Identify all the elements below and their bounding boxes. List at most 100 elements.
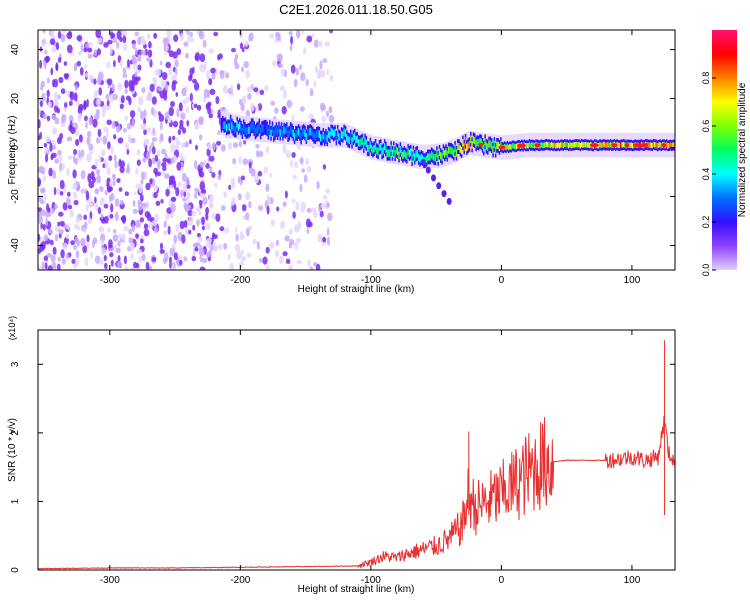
noise-speck xyxy=(168,50,175,58)
noise-speck xyxy=(119,103,124,110)
signal-core xyxy=(659,142,661,148)
noise-speck xyxy=(136,159,141,166)
noise-speck xyxy=(174,59,179,68)
streak-blob xyxy=(420,158,426,166)
signal-core xyxy=(322,131,325,140)
noise-speck xyxy=(284,190,288,199)
signal-core xyxy=(245,127,247,136)
noise-speck xyxy=(99,233,106,243)
noise-speck xyxy=(146,57,151,62)
signal-core xyxy=(279,129,281,137)
noise-speck xyxy=(86,153,92,163)
signal-core xyxy=(342,131,344,139)
noise-speck xyxy=(112,37,118,44)
noise-speck xyxy=(67,204,73,210)
noise-speck xyxy=(104,161,109,169)
noise-speck xyxy=(78,134,83,143)
noise-speck xyxy=(239,42,244,50)
noise-speck xyxy=(277,63,284,69)
noise-speck xyxy=(288,264,293,270)
signal-core xyxy=(390,144,392,153)
noise-speck xyxy=(117,82,123,92)
noise-speck xyxy=(282,251,288,257)
noise-speck xyxy=(113,154,117,162)
noise-speck xyxy=(112,234,119,242)
noise-speck xyxy=(218,53,223,60)
noise-speck xyxy=(169,261,172,269)
noise-speck xyxy=(160,199,164,204)
signal-core xyxy=(620,142,622,148)
noise-speck xyxy=(200,193,206,199)
signal-core xyxy=(496,141,498,149)
noise-speck xyxy=(159,249,165,254)
noise-speck xyxy=(132,200,136,208)
noise-speck xyxy=(230,84,233,91)
noise-speck xyxy=(177,258,181,268)
noise-speck xyxy=(288,31,293,36)
noise-speck xyxy=(149,59,153,68)
signal-core xyxy=(541,142,544,148)
noise-speck xyxy=(301,30,305,35)
signal-core xyxy=(570,142,573,149)
noise-speck xyxy=(99,136,103,142)
noise-speck xyxy=(277,53,283,62)
noise-speck xyxy=(234,244,241,252)
noise-speck xyxy=(88,180,95,189)
signal-core xyxy=(673,142,675,149)
noise-speck xyxy=(52,170,56,179)
noise-speck xyxy=(133,261,138,269)
noise-speck xyxy=(147,91,153,100)
signal-core xyxy=(622,141,625,148)
noise-speck xyxy=(191,103,195,109)
noise-speck xyxy=(75,217,80,223)
noise-speck xyxy=(41,93,46,102)
noise-speck xyxy=(170,101,175,107)
noise-speck xyxy=(39,100,44,108)
noise-speck xyxy=(181,172,187,182)
signal-core xyxy=(369,141,372,149)
noise-speck xyxy=(241,255,247,262)
noise-speck xyxy=(186,184,191,189)
noise-speck xyxy=(112,120,116,130)
noise-speck xyxy=(256,241,260,250)
noise-speck xyxy=(107,227,111,233)
noise-speck xyxy=(138,96,144,106)
noise-speck xyxy=(116,261,122,268)
signal-core xyxy=(444,150,446,158)
noise-speck xyxy=(240,175,246,181)
noise-speck xyxy=(179,220,185,230)
signal-core xyxy=(360,138,362,146)
noise-speck xyxy=(56,107,61,114)
signal-core xyxy=(656,143,659,149)
signal-core xyxy=(672,142,674,148)
noise-speck xyxy=(171,80,178,85)
x-tick-label: 100 xyxy=(624,575,641,586)
noise-speck xyxy=(317,233,323,243)
noise-speck xyxy=(299,183,303,193)
noise-speck xyxy=(241,47,245,53)
noise-speck xyxy=(131,54,136,64)
signal-core xyxy=(291,127,293,135)
signal-core xyxy=(454,144,456,152)
noise-speck xyxy=(195,206,200,213)
noise-speck xyxy=(61,258,66,265)
noise-speck xyxy=(185,106,190,114)
noise-speck xyxy=(76,99,80,107)
noise-speck xyxy=(270,219,275,227)
signal-core xyxy=(601,142,604,148)
noise-speck xyxy=(165,212,170,221)
noise-speck xyxy=(74,62,78,71)
signal-core xyxy=(336,128,339,136)
noise-speck xyxy=(132,208,138,214)
noise-speck xyxy=(68,100,73,107)
noise-speck xyxy=(73,223,78,229)
noise-speck xyxy=(215,96,220,105)
noise-speck xyxy=(137,201,143,211)
noise-speck xyxy=(295,201,300,211)
noise-speck xyxy=(153,191,158,199)
signal-core xyxy=(372,146,374,154)
y-tick-label: 3 xyxy=(10,361,21,367)
signal-core xyxy=(266,125,268,133)
signal-core xyxy=(671,142,673,149)
